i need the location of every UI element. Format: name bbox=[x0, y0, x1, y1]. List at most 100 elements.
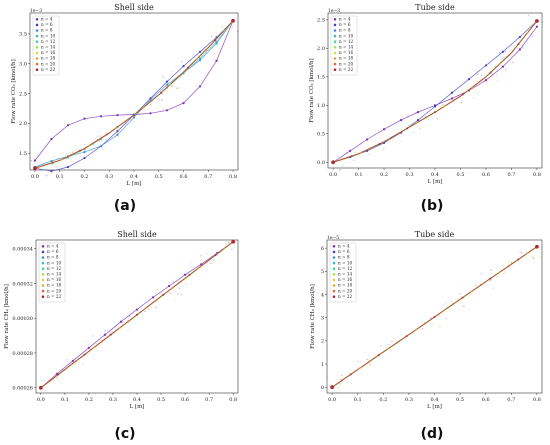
converged-point bbox=[433, 315, 436, 318]
noise-dot bbox=[158, 99, 161, 101]
noise-dot bbox=[436, 118, 439, 120]
y-tick-label: 0.5 bbox=[317, 132, 325, 138]
legend-entry: n = 10 bbox=[338, 260, 353, 265]
noise-dot bbox=[505, 68, 507, 70]
noise-dot bbox=[129, 315, 131, 318]
x-tick-label: 0.5 bbox=[456, 397, 464, 403]
converged-point bbox=[127, 320, 130, 323]
converged-point bbox=[133, 114, 135, 117]
noise-dot bbox=[380, 345, 382, 347]
endpoint-marker bbox=[534, 244, 539, 249]
endpoint-marker bbox=[330, 385, 335, 390]
series-line bbox=[34, 20, 234, 172]
noise-dot bbox=[353, 156, 355, 158]
converged-point bbox=[498, 62, 501, 65]
series-point bbox=[151, 296, 155, 299]
legend-entry: n = 22 bbox=[338, 294, 353, 299]
x-tick-label: 0.5 bbox=[456, 172, 464, 178]
series-point bbox=[198, 50, 202, 53]
noise-dot bbox=[216, 52, 218, 54]
converged-point bbox=[60, 158, 63, 161]
converged-point bbox=[517, 43, 520, 46]
endpoint-marker bbox=[231, 18, 235, 23]
converged-point bbox=[471, 86, 474, 89]
converged-point bbox=[498, 271, 501, 274]
series-point bbox=[518, 35, 522, 39]
series-point bbox=[183, 273, 187, 276]
series-line bbox=[34, 20, 234, 168]
endpoint-marker bbox=[38, 385, 43, 390]
series-point bbox=[365, 138, 369, 141]
noise-dot bbox=[492, 76, 494, 78]
converged-point bbox=[526, 31, 529, 34]
y-tick-label: 0.00030 bbox=[12, 316, 33, 322]
noise-dot bbox=[357, 360, 359, 363]
y-tick-label: 3.5 bbox=[19, 32, 27, 38]
noise-dot bbox=[479, 273, 482, 275]
noise-dot bbox=[500, 58, 502, 60]
converged-point bbox=[414, 328, 417, 331]
noise-dot bbox=[346, 381, 348, 383]
converged-point bbox=[144, 307, 147, 310]
series-point bbox=[87, 346, 91, 349]
converged-point bbox=[424, 116, 427, 119]
noise-dot bbox=[427, 119, 430, 121]
converged-point bbox=[359, 151, 362, 154]
noise-dot bbox=[408, 124, 410, 127]
legend-marker bbox=[333, 18, 337, 21]
legend-marker bbox=[35, 68, 39, 71]
converged-point bbox=[205, 48, 208, 51]
noise-dot bbox=[480, 74, 483, 77]
series-point bbox=[198, 57, 202, 60]
converged-point bbox=[223, 247, 226, 250]
noise-dot bbox=[338, 387, 340, 389]
noise-dot bbox=[400, 135, 402, 137]
x-tick-label: 0.0 bbox=[31, 174, 39, 180]
noise-dot bbox=[171, 85, 173, 88]
y-tick-label: 0.00032 bbox=[12, 281, 33, 287]
panel-caption: (a) bbox=[114, 198, 136, 214]
noise-dot bbox=[388, 343, 390, 346]
noise-dot bbox=[76, 352, 78, 354]
legend-entry: n = 10 bbox=[47, 260, 62, 265]
noise-dot bbox=[512, 61, 514, 64]
legend-entry: n = 14 bbox=[47, 272, 62, 277]
y-axis-label: Flow rate CH₄ [kmol/h] bbox=[4, 284, 10, 349]
legend-box bbox=[38, 242, 66, 303]
x-tick-label: 0.2 bbox=[85, 397, 93, 403]
noise-dot bbox=[128, 329, 130, 331]
series-point bbox=[198, 85, 202, 88]
legend-entry: n = 18 bbox=[47, 283, 62, 288]
y-axis-label: Flow rate CH₄ [kmol/h] bbox=[310, 284, 316, 349]
converged-point bbox=[378, 142, 381, 145]
legend-entry: n = 8 bbox=[339, 28, 351, 33]
y-tick-label: 3 bbox=[321, 315, 324, 321]
converged-point bbox=[340, 379, 343, 382]
panel-title: Shell side bbox=[114, 3, 154, 12]
noise-dot bbox=[503, 56, 505, 58]
noise-dot bbox=[496, 69, 498, 71]
panel-caption: (c) bbox=[114, 426, 135, 442]
y-tick-label: 0.00034 bbox=[12, 246, 33, 252]
legend-entry: n = 12 bbox=[338, 266, 353, 271]
converged-point bbox=[470, 290, 473, 293]
legend-marker bbox=[41, 289, 45, 293]
converged-point bbox=[51, 161, 54, 164]
legend-marker bbox=[35, 62, 39, 66]
noise-dot bbox=[162, 76, 164, 78]
x-tick-label: 0.6 bbox=[180, 174, 188, 180]
legend-entry: n = 4 bbox=[339, 17, 351, 22]
noise-dot bbox=[390, 349, 392, 352]
noise-dot bbox=[232, 25, 234, 27]
converged-point bbox=[377, 354, 380, 357]
noise-dot bbox=[340, 379, 342, 381]
converged-point bbox=[118, 327, 121, 330]
y-tick-label: 2.0 bbox=[19, 121, 27, 127]
noise-dot bbox=[64, 369, 67, 371]
legend-entry: n = 12 bbox=[339, 39, 354, 44]
legend-marker bbox=[332, 278, 336, 282]
endpoint-marker bbox=[33, 166, 37, 171]
noise-dot bbox=[382, 149, 385, 151]
legend-marker bbox=[41, 295, 45, 299]
